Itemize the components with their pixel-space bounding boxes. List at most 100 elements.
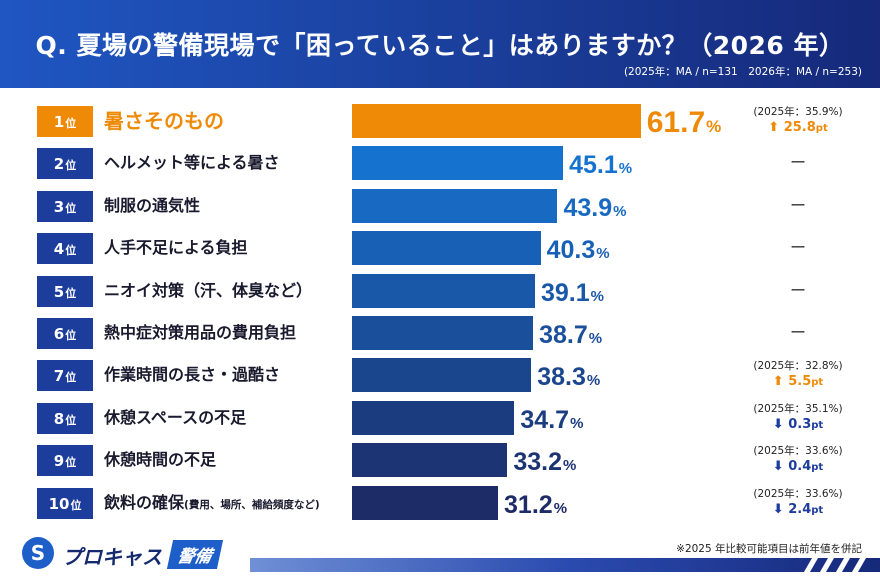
rank-badge: 7位 — [37, 360, 93, 392]
comparison: ー — [740, 186, 856, 226]
previous-year-value: (2025年：35.1%) — [753, 402, 843, 415]
value-number: 38.7 — [539, 321, 588, 349]
chart-row: 9位 休憩時間の不足 33.2% (2025年：33.6%) ⬇ 0.4pt — [0, 440, 880, 480]
rank-number: 7 — [53, 367, 65, 386]
chart-row: 2位 ヘルメット等による暑さ 45.1% ー — [0, 143, 880, 183]
comparison: (2025年：33.6%) ⬇ 2.4pt — [740, 483, 856, 523]
bar — [352, 231, 541, 266]
change-unit: pt — [811, 419, 824, 431]
value-label: 33.2% — [513, 440, 576, 480]
header-banner: Q. 夏場の警備現場で「困っていること」はありますか？（2026 年） (202… — [0, 0, 880, 88]
change-value: ⬇ 0.4pt — [740, 459, 856, 474]
change-unit: pt — [811, 462, 824, 474]
rank-badge: 10位 — [37, 487, 93, 519]
rank-number: 8 — [53, 409, 65, 428]
category-label: 作業時間の長さ・過酷さ — [104, 355, 280, 395]
comparison: ー — [740, 271, 856, 311]
value-unit: % — [563, 457, 577, 475]
rank-badge: 5位 — [37, 275, 93, 307]
bar — [352, 400, 515, 435]
value-label: 61.7% — [647, 101, 722, 141]
value-label: 38.7% — [539, 313, 602, 353]
no-comparison-dash: ー — [789, 238, 806, 258]
category-text: 休憩スペースの不足 — [104, 407, 247, 427]
value-unit: % — [590, 287, 604, 305]
value-number: 40.3 — [546, 236, 596, 265]
rank-badge: 2位 — [37, 148, 93, 180]
change-value: ⬆ 5.5pt — [740, 374, 856, 389]
no-comparison-dash: ー — [789, 153, 806, 173]
value-label: 38.3% — [537, 355, 600, 395]
chart-row: 10位 飲料の確保(費用、場所、補給頻度など) 31.2% (2025年：33.6%)… — [0, 483, 880, 523]
previous-year-value: (2025年：33.6%) — [753, 445, 843, 458]
rank-suffix: 位 — [65, 413, 77, 427]
category-text: 熱中症対策用品の費用負担 — [104, 323, 297, 342]
rank-number: 9 — [53, 452, 65, 471]
logo-text: プロキャス — [62, 545, 162, 569]
rank-suffix: 位 — [65, 159, 77, 173]
rank-suffix: 位 — [65, 286, 77, 300]
logo-tag: 警備 — [166, 540, 224, 569]
category-note: (費用、場所、補給頻度など) — [184, 498, 320, 511]
arrow-down-icon: ⬇ — [772, 501, 784, 517]
category-text: 休憩時間の不足 — [104, 450, 217, 470]
value-number: 39.1 — [540, 278, 590, 307]
category-label: 暑さそのもの — [104, 101, 224, 141]
category-label: 休憩時間の不足 — [104, 440, 216, 480]
value-label: 39.1% — [541, 271, 604, 311]
comparison: ー — [740, 313, 856, 353]
rank-number: 1 — [53, 113, 65, 131]
page-title: Q. 夏場の警備現場で「困っていること」はありますか？（2026 年） — [35, 31, 845, 60]
change-number: 5.5 — [783, 374, 812, 390]
comparison: (2025年：33.6%) ⬇ 0.4pt — [740, 440, 856, 480]
rank-badge: 9位 — [37, 445, 93, 477]
value-unit: % — [596, 245, 610, 263]
rank-number: 3 — [53, 197, 65, 216]
rank-badge: 1位 — [37, 106, 93, 137]
value-number: 61.7 — [646, 106, 706, 139]
bar — [352, 485, 499, 520]
previous-year-value: (2025年：35.9%) — [753, 106, 843, 118]
value-label: 45.1% — [569, 143, 632, 183]
chart-row: 7位 作業時間の長さ・過酷さ 38.3% (2025年：32.8%) ⬆ 5.5pt — [0, 355, 880, 395]
category-text: 飲料の確保 — [104, 492, 185, 512]
arrow-up-icon: ⬆ — [772, 374, 784, 390]
chart-row: 4位 人手不足による負担 40.3% ー — [0, 228, 880, 268]
rank-number: 2 — [53, 155, 65, 174]
previous-year-value: (2025年：33.6%) — [753, 487, 843, 500]
rank-suffix: 位 — [70, 498, 82, 512]
value-number: 34.7 — [520, 405, 570, 434]
value-unit: % — [570, 414, 584, 432]
change-number: 25.8 — [779, 120, 816, 135]
no-comparison-dash: ー — [789, 195, 806, 215]
comparison: (2025年：32.8%) ⬆ 5.5pt — [740, 355, 856, 395]
category-text: ニオイ対策（汗、体臭など） — [104, 280, 313, 300]
arrow-down-icon: ⬇ — [772, 459, 784, 475]
bar — [352, 146, 564, 181]
category-label: ヘルメット等による暑さ — [104, 143, 280, 183]
comparison: ー — [740, 228, 856, 268]
value-number: 31.2 — [504, 490, 553, 519]
bar — [352, 316, 534, 350]
rank-number: 5 — [53, 282, 65, 301]
value-label: 34.7% — [520, 398, 583, 438]
bar — [352, 273, 535, 308]
rank-badge: 3位 — [37, 190, 93, 222]
footer-band — [250, 558, 880, 572]
value-unit: % — [618, 160, 633, 178]
category-label: 制服の通気性 — [104, 186, 200, 226]
footer-note: ※2025 年比較可能項目は前年値を併記 — [676, 543, 862, 555]
value-unit: % — [553, 499, 568, 517]
value-label: 43.9% — [563, 186, 626, 226]
value-unit: % — [706, 117, 722, 136]
change-unit: pt — [815, 123, 828, 134]
rank-suffix: 位 — [65, 117, 77, 130]
chart-row: 5位 ニオイ対策（汗、体臭など） 39.1% ー — [0, 271, 880, 311]
no-comparison-dash: ー — [789, 280, 806, 300]
rank-badge: 4位 — [37, 233, 93, 265]
rank-number: 10 — [48, 494, 70, 513]
bar — [352, 104, 641, 138]
category-text: 作業時間の長さ・過酷さ — [104, 365, 281, 385]
previous-year-value: (2025年：32.8%) — [753, 360, 843, 373]
category-label: 飲料の確保(費用、場所、補給頻度など) — [104, 483, 320, 523]
